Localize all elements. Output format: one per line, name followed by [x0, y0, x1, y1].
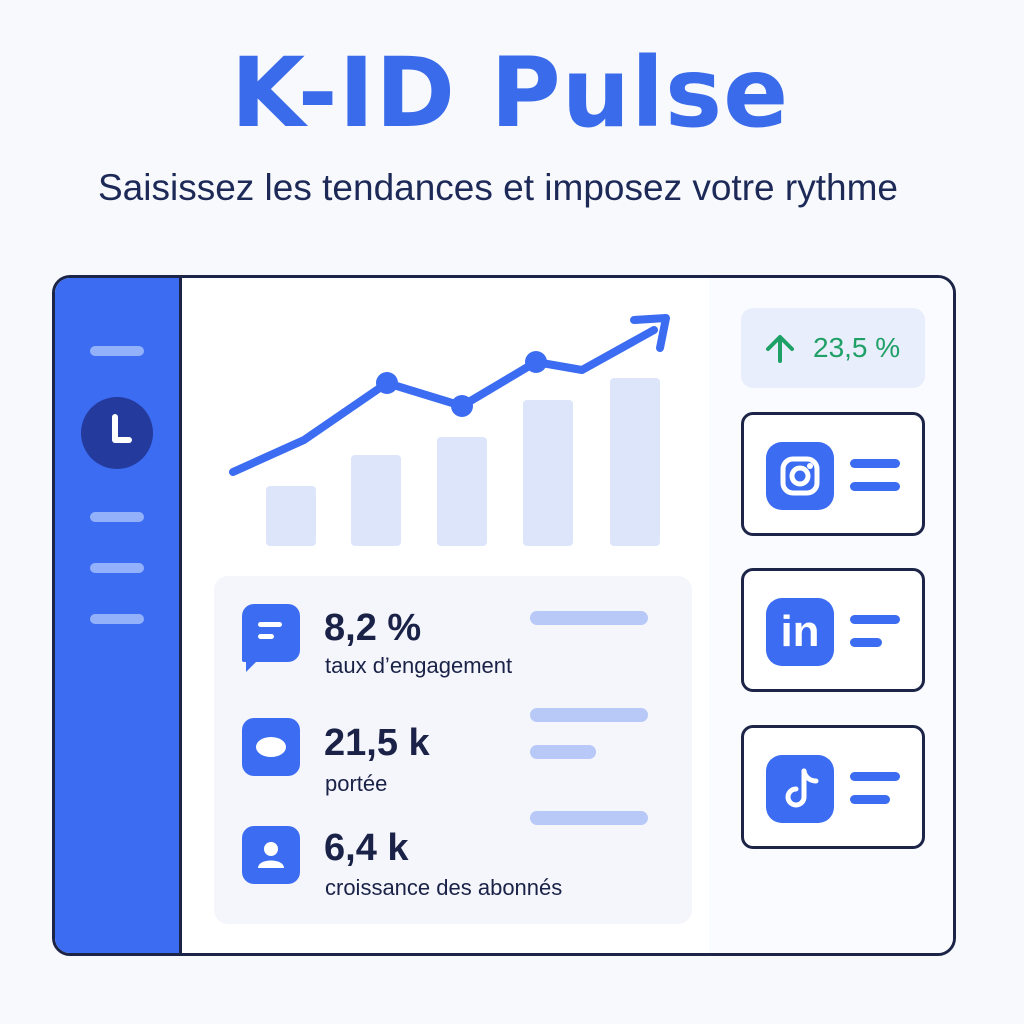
- stat-placeholder-bar: [530, 745, 596, 759]
- stat-value: 6,4 k: [324, 827, 409, 869]
- hero-subtitle: Saisissez les tendances et imposez votre…: [98, 167, 898, 208]
- right-panel: 23,5 % in: [709, 278, 953, 953]
- trend-chart: [229, 314, 670, 546]
- arrow-up-icon: [766, 335, 794, 363]
- trend-arrow-head: [630, 314, 670, 352]
- stat-label: croissance des abonnés: [325, 875, 563, 900]
- chart-bar: [437, 437, 487, 546]
- chart-bar: [610, 378, 660, 546]
- instagram-icon: [766, 442, 834, 510]
- main-area: 8,2 % taux d’engagement 21,5 k portée 6,…: [182, 278, 709, 953]
- stat-value: 8,2 %: [324, 607, 422, 649]
- stat-placeholder-bar: [530, 611, 648, 625]
- stat-label: portée: [325, 771, 388, 796]
- chart-bar: [266, 486, 316, 546]
- social-card-tiktok[interactable]: [741, 725, 925, 849]
- chat-icon: [242, 604, 300, 672]
- stat-placeholder-bar: [530, 811, 648, 825]
- clock-icon[interactable]: [81, 397, 153, 469]
- hero-title: K-ID Pulse: [230, 37, 790, 149]
- linkedin-text: in: [780, 607, 820, 656]
- stat-label: taux d’engagement: [325, 653, 513, 678]
- sidebar: [55, 278, 182, 953]
- social-placeholder-line: [850, 795, 890, 804]
- social-placeholder-line: [850, 482, 900, 491]
- sidebar-menu-line[interactable]: [90, 563, 144, 573]
- trend-point: [451, 395, 473, 417]
- stats-panel: 8,2 % taux d’engagement 21,5 k portée 6,…: [214, 576, 692, 924]
- sidebar-menu-line[interactable]: [90, 512, 144, 522]
- social-placeholder-line: [850, 772, 900, 781]
- social-card-instagram[interactable]: [741, 412, 925, 536]
- trend-point: [525, 351, 547, 373]
- social-placeholder-line: [850, 638, 882, 647]
- user-icon: [242, 826, 300, 884]
- social-placeholder-line: [850, 459, 900, 468]
- social-card-linkedin[interactable]: in: [741, 568, 925, 692]
- stat-value: 21,5 k: [324, 722, 430, 764]
- chart-bar: [351, 455, 401, 546]
- trend-point: [376, 372, 398, 394]
- social-placeholder-line: [850, 615, 900, 624]
- tiktok-icon: [766, 755, 834, 823]
- growth-badge: 23,5 %: [741, 308, 925, 388]
- linkedin-icon: in: [766, 598, 834, 666]
- reach-icon: [242, 718, 300, 776]
- growth-value: 23,5 %: [813, 332, 901, 363]
- sidebar-menu-line[interactable]: [90, 614, 144, 624]
- dashboard-window: 8,2 % taux d’engagement 21,5 k portée 6,…: [52, 275, 956, 956]
- sidebar-menu-line[interactable]: [90, 346, 144, 356]
- stat-placeholder-bar: [530, 708, 648, 722]
- chart-bar: [523, 400, 573, 546]
